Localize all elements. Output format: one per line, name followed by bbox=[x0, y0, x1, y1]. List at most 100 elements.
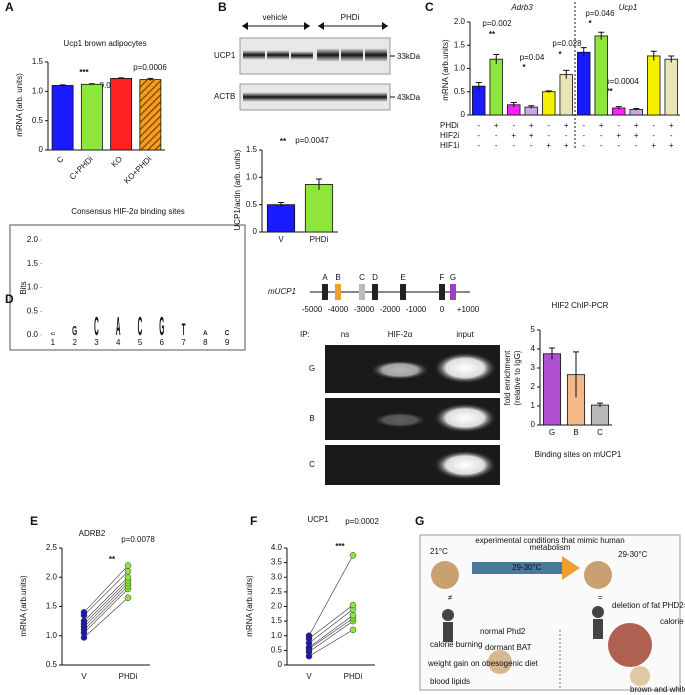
logo-position: 7 bbox=[181, 338, 186, 347]
site-label: D bbox=[372, 273, 378, 282]
annotation: p=0.0006 bbox=[133, 63, 167, 72]
gel-row: B bbox=[309, 414, 314, 423]
y-tick-label: 0 bbox=[278, 660, 283, 669]
bar bbox=[664, 58, 678, 116]
logo-position: 9 bbox=[225, 338, 230, 347]
pair-line bbox=[83, 579, 129, 625]
pair-line bbox=[308, 609, 354, 644]
error-bar bbox=[598, 31, 605, 40]
x-tick-label: C bbox=[55, 154, 66, 165]
pair-line bbox=[308, 555, 354, 636]
condition-sign: + bbox=[529, 121, 534, 130]
y-tick-label: 2.0 bbox=[271, 602, 283, 611]
scale-label: +1000 bbox=[457, 305, 480, 314]
logo-position: 4 bbox=[116, 338, 121, 347]
logo-letter-group: A bbox=[116, 313, 121, 342]
site-label: C bbox=[359, 273, 365, 282]
pair-line bbox=[308, 620, 354, 653]
x-tick-label: G bbox=[549, 428, 555, 437]
y-tick-label: 1.5 bbox=[32, 57, 44, 66]
diagram-text: brown and white fat remodeling bbox=[630, 685, 685, 694]
logo-position: 6 bbox=[160, 338, 165, 347]
bar bbox=[559, 74, 573, 116]
x-tick-label: KO bbox=[109, 155, 124, 170]
annotation: ** bbox=[109, 555, 116, 564]
y-tick-label: 1.5 bbox=[271, 616, 283, 625]
scale-label: -3000 bbox=[354, 305, 375, 314]
diagram-text: normal Phd2 bbox=[480, 627, 526, 636]
condition-sign: - bbox=[477, 121, 480, 130]
y-tick-label: 1.0 bbox=[32, 86, 44, 95]
logo-position: 2 bbox=[72, 338, 77, 347]
scale-label: -2000 bbox=[380, 305, 401, 314]
logo-position: 3 bbox=[94, 338, 99, 347]
bar bbox=[110, 78, 133, 151]
error-bar bbox=[316, 178, 322, 190]
condition-sign: - bbox=[495, 141, 498, 150]
chart-title: UCP1 bbox=[307, 515, 329, 524]
scale-label: -1000 bbox=[406, 305, 427, 314]
chart-title: HIF2 ChIP-PCR bbox=[552, 301, 609, 310]
y-tick-label: 3.5 bbox=[271, 558, 283, 567]
pair-line bbox=[83, 588, 129, 634]
error-bar bbox=[597, 402, 603, 407]
y-tick-label: 4 bbox=[531, 344, 536, 353]
condition-sign: + bbox=[529, 131, 534, 140]
x-tick-label: V bbox=[81, 672, 87, 681]
logo-frame bbox=[9, 224, 246, 351]
y-tick-label: 2 bbox=[531, 382, 536, 391]
y-tick-label: 1.0 bbox=[454, 64, 466, 73]
y-axis-label: mRNA (arb.units) bbox=[441, 39, 450, 101]
condition-sign: - bbox=[582, 131, 585, 140]
panel-label: E bbox=[30, 514, 38, 528]
y-tick-label: 0.5 bbox=[32, 116, 44, 125]
error-bar bbox=[615, 106, 622, 110]
binding-site bbox=[359, 284, 365, 300]
pair-line bbox=[83, 577, 129, 622]
group-title: Ucp1 bbox=[619, 3, 638, 12]
y-axis-label: fold enrichment bbox=[503, 350, 512, 405]
condition-label: HIF2i bbox=[440, 131, 459, 140]
logo-tick-label: 1.5 bbox=[27, 259, 39, 268]
binding-site bbox=[400, 284, 406, 300]
y-tick-label: 0 bbox=[253, 227, 258, 236]
annotation: *** bbox=[79, 68, 89, 77]
logo-title: Consensus HIF-2α binding sites bbox=[71, 207, 185, 216]
bar bbox=[594, 35, 608, 116]
gel-row: C bbox=[309, 460, 315, 469]
diagram-text: experimental conditions that mimic human bbox=[475, 536, 624, 545]
site-label: E bbox=[400, 273, 405, 282]
logo-letter: C bbox=[138, 313, 143, 342]
x-tick-label: PHDi bbox=[119, 672, 138, 681]
y-tick-label: 5 bbox=[531, 325, 536, 334]
condition-sign: - bbox=[477, 141, 480, 150]
cartoon bbox=[419, 534, 681, 691]
logo-letter-group: C bbox=[225, 330, 230, 337]
logo-tick-label: 1.0 bbox=[27, 283, 39, 292]
condition-sign: - bbox=[512, 141, 515, 150]
data-point bbox=[124, 594, 132, 601]
logo-letter-group: C bbox=[94, 313, 99, 342]
error-bar bbox=[59, 84, 66, 87]
pair-line bbox=[308, 604, 354, 639]
annotation: p=0.04 bbox=[520, 53, 545, 62]
gel-row: G bbox=[309, 364, 315, 373]
y-tick-label: 1.0 bbox=[246, 172, 258, 181]
y-tick-label: 1.0 bbox=[46, 631, 58, 640]
chart-title: Ucp1 brown adipocytes bbox=[63, 39, 146, 48]
condition-sign: - bbox=[617, 141, 620, 150]
bar bbox=[266, 204, 296, 233]
panel-label: B bbox=[218, 0, 227, 14]
bar bbox=[590, 404, 610, 426]
gel-column: input bbox=[456, 330, 474, 339]
condition-sign: + bbox=[511, 131, 516, 140]
error-bar bbox=[668, 55, 675, 63]
logo-letter: G bbox=[159, 313, 164, 342]
logo-letter-group: A bbox=[203, 330, 208, 337]
scale-label: -5000 bbox=[302, 305, 323, 314]
annotation: p=0.0078 bbox=[121, 535, 155, 544]
y-tick-label: 1.5 bbox=[454, 40, 466, 49]
pair-line bbox=[83, 571, 129, 616]
error-bar bbox=[545, 90, 552, 93]
y-tick-label: 0.5 bbox=[271, 645, 283, 654]
